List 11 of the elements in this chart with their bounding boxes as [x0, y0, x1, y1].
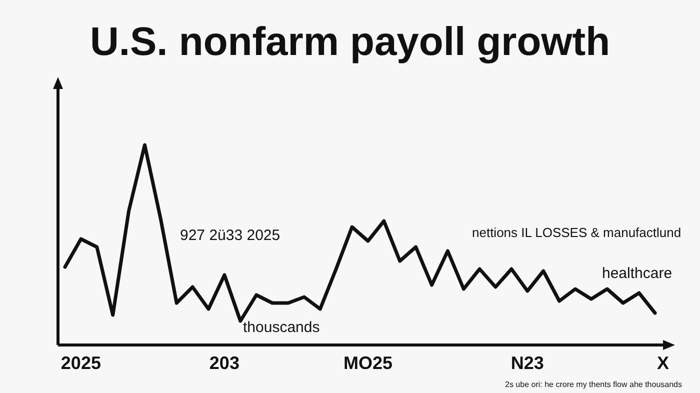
x-tick-label: N23 — [510, 353, 544, 373]
text: 2s ube ori: he crore my thents flow ahe thousands — [505, 380, 682, 389]
annotation: nettions IL LOSSES & manufactlund — [472, 225, 682, 240]
x-axis-title: X — [656, 353, 670, 373]
x-tick-label: 203 — [209, 353, 240, 373]
x-tick-label: 2025 — [60, 353, 101, 373]
annotation: healthcare — [602, 265, 672, 282]
annotation: thouscands — [243, 319, 320, 336]
chart-title: U.S. nonfarm payoll growth — [90, 20, 610, 64]
x-tick-label: MO25 — [343, 353, 392, 373]
annotation: 927 2ü33 2025 — [180, 227, 280, 244]
